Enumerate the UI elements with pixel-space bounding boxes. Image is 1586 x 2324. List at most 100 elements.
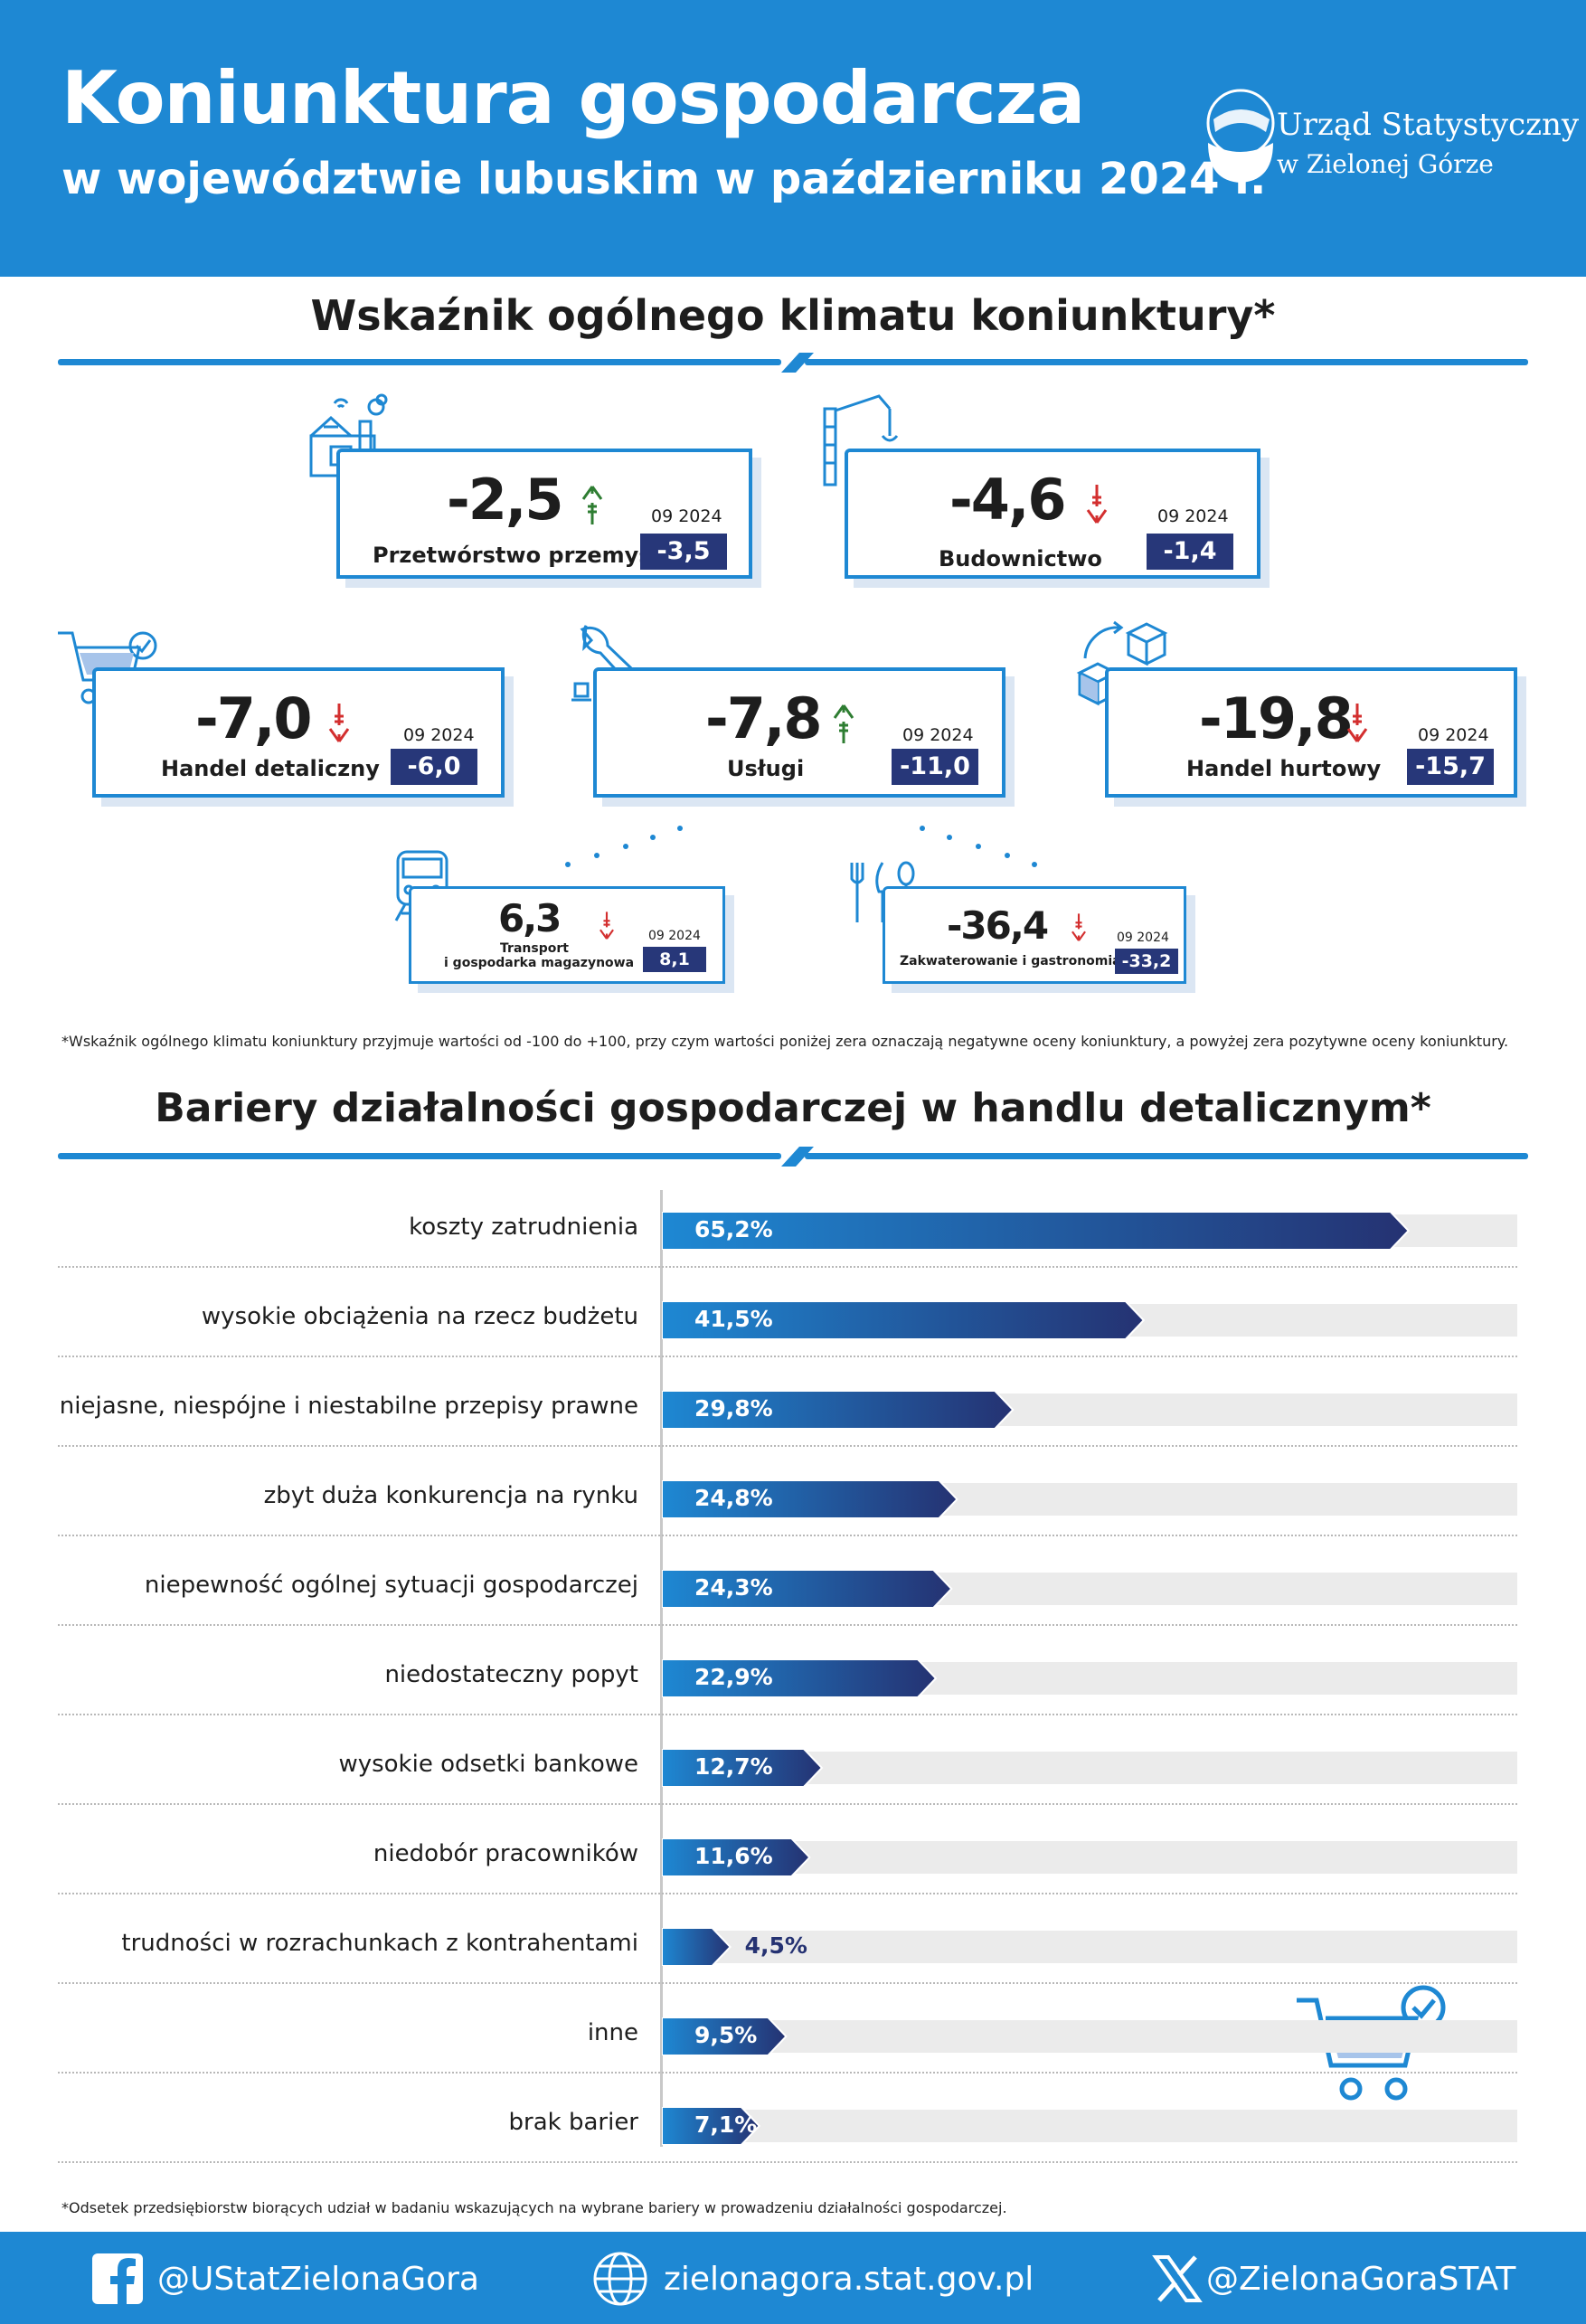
indicator-card-retail: -7,0 Handel detaliczny 09 2024 -6,0 <box>92 667 505 798</box>
arrow-down-icon <box>328 704 350 742</box>
bar-category-label: brak barier <box>508 2109 638 2136</box>
statistics-office-logo-icon <box>1206 89 1275 183</box>
previous-value-badge: -1,4 <box>1147 534 1233 570</box>
bar-value-label: 41,5% <box>694 1306 773 1332</box>
section1-separator <box>58 353 1528 373</box>
indicator-value: -36,4 <box>947 903 1049 948</box>
row-separator <box>58 1982 1517 1984</box>
row-separator <box>58 1356 1517 1357</box>
row-separator <box>58 1266 1517 1268</box>
bar-value-label: 24,8% <box>694 1485 773 1511</box>
previous-period-label: 09 2024 <box>403 725 475 745</box>
website-link[interactable]: zielonagora.stat.gov.pl <box>664 2261 1034 2298</box>
indicator-value: -19,8 <box>1199 685 1354 751</box>
indicator-card-wholesale: -19,8 Handel hurtowy 09 2024 -15,7 <box>1105 667 1517 798</box>
section2-footnote: *Odsetek przedsiębiorstw biorących udzia… <box>61 2199 1007 2216</box>
page-subtitle: w województwie lubuskim w październiku 2… <box>61 154 1267 204</box>
facebook-handle-link[interactable]: @UStatZielonaGora <box>157 2261 479 2298</box>
bar-track <box>662 2110 1517 2142</box>
previous-value-badge: -33,2 <box>1115 949 1178 974</box>
previous-period-label: 09 2024 <box>1418 725 1489 745</box>
previous-period-label: 09 2024 <box>902 725 974 745</box>
row-separator <box>58 1624 1517 1626</box>
bar-value-label: 4,5% <box>744 1932 807 1959</box>
indicator-card-services: -7,8 Usługi 09 2024 -11,0 <box>593 667 1005 798</box>
bar-value-label: 22,9% <box>694 1664 773 1690</box>
row-separator <box>58 2161 1517 2163</box>
bar-category-label: inne <box>587 2019 638 2046</box>
bar <box>662 1838 811 1876</box>
bar <box>662 1212 1411 1250</box>
indicator-value: 6,3 <box>498 896 562 940</box>
decorative-dots-right <box>920 826 1037 867</box>
x-handle-link[interactable]: @ZielonaGoraSTAT <box>1206 2261 1516 2298</box>
bar-category-label: trudności w rozrachunkach z kontrahentam… <box>121 1930 638 1957</box>
arrow-down-icon <box>1346 704 1368 742</box>
row-separator <box>58 1535 1517 1536</box>
arrow-up-icon <box>581 486 603 524</box>
bar-category-label: wysokie odsetki bankowe <box>338 1751 638 1778</box>
bar <box>662 1928 732 1966</box>
previous-value-badge: -3,5 <box>640 534 727 570</box>
previous-value-badge: -11,0 <box>892 749 978 785</box>
indicator-card-manufacturing: -2,5 Przetwórstwo przemysłowe 09 2024 -3… <box>336 449 752 579</box>
bar-track <box>662 2020 1517 2053</box>
decorative-dots <box>565 826 683 867</box>
bar-category-label: koszty zatrudnienia <box>409 1214 638 1241</box>
section2-title: Bariery działalności gospodarczej w hand… <box>155 1085 1431 1131</box>
indicator-value: -7,8 <box>705 685 823 751</box>
bar <box>662 1749 824 1787</box>
indicator-label: Usługi <box>727 756 805 781</box>
indicator-card-hospitality: -36,4 Zakwaterowanie i gastronomia 09 20… <box>883 886 1186 984</box>
previous-period-label: 09 2024 <box>1117 931 1169 945</box>
indicator-card-transport: 6,3 Transport i gospodarka magazynowa 09… <box>409 886 725 984</box>
row-separator <box>58 1803 1517 1805</box>
bar-category-label: wysokie obciążenia na rzecz budżetu <box>201 1303 638 1330</box>
row-separator <box>58 2072 1517 2074</box>
bar <box>662 2017 788 2055</box>
section2-separator <box>58 1147 1528 1167</box>
indicator-label-line1: Transport <box>500 941 569 956</box>
footer: @UStatZielonaGora zielonagora.stat.gov.p… <box>0 2232 1586 2324</box>
bar-category-label: niejasne, niespójne i niestabilne przepi… <box>59 1393 638 1420</box>
logo-line-2: w Zielonej Górze <box>1277 149 1494 179</box>
indicator-label: Budownictwo <box>939 546 1102 572</box>
row-separator <box>58 1714 1517 1715</box>
arrow-up-icon <box>833 704 854 743</box>
section1-footnote: *Wskaźnik ogólnego klimatu koniunktury p… <box>61 1033 1509 1050</box>
indicator-label: Handel detaliczny <box>161 756 380 781</box>
bar-category-label: zbyt duża konkurencja na rynku <box>263 1482 638 1509</box>
x-logo-icon[interactable] <box>1152 2253 1203 2304</box>
bar-value-label: 65,2% <box>694 1216 773 1242</box>
previous-value-badge: -6,0 <box>391 749 477 785</box>
indicator-value: -7,0 <box>195 685 313 751</box>
arrow-down-icon <box>599 912 614 940</box>
logo-text: Urząd Statystyczny w Zielonej Górze <box>1277 105 1579 184</box>
arrow-down-icon <box>1086 485 1108 524</box>
previous-period-label: 09 2024 <box>648 929 701 943</box>
indicator-label: Transport i gospodarka magazynowa <box>444 941 635 970</box>
bar-value-label: 24,3% <box>694 1574 773 1601</box>
indicator-label-line2: i gospodarka magazynowa <box>444 956 635 970</box>
bar-category-label: niedostateczny popyt <box>384 1661 638 1688</box>
indicator-label: Zakwaterowanie i gastronomia <box>900 954 1121 968</box>
bar <box>662 1659 938 1697</box>
bar <box>662 1570 953 1608</box>
bar-value-label: 29,8% <box>694 1395 773 1422</box>
page-title: Koniunktura gospodarcza <box>61 56 1085 140</box>
indicator-value: -4,6 <box>949 467 1067 533</box>
bar-value-label: 11,6% <box>694 1843 773 1869</box>
bar <box>662 1480 958 1518</box>
bar-category-label: niedobór pracowników <box>373 1840 638 1867</box>
previous-value-badge: -15,7 <box>1407 749 1494 785</box>
bar-value-label: 7,1% <box>694 2111 758 2138</box>
bar <box>662 2107 761 2145</box>
bar-value-label: 9,5% <box>694 2022 758 2048</box>
section1-title: Wskaźnik ogólnego klimatu koniunktury* <box>310 291 1276 340</box>
facebook-icon[interactable] <box>90 2252 145 2306</box>
previous-period-label: 09 2024 <box>651 506 722 526</box>
indicator-label: Handel hurtowy <box>1186 756 1382 781</box>
globe-icon[interactable] <box>591 2250 649 2308</box>
bar-value-label: 12,7% <box>694 1753 773 1780</box>
